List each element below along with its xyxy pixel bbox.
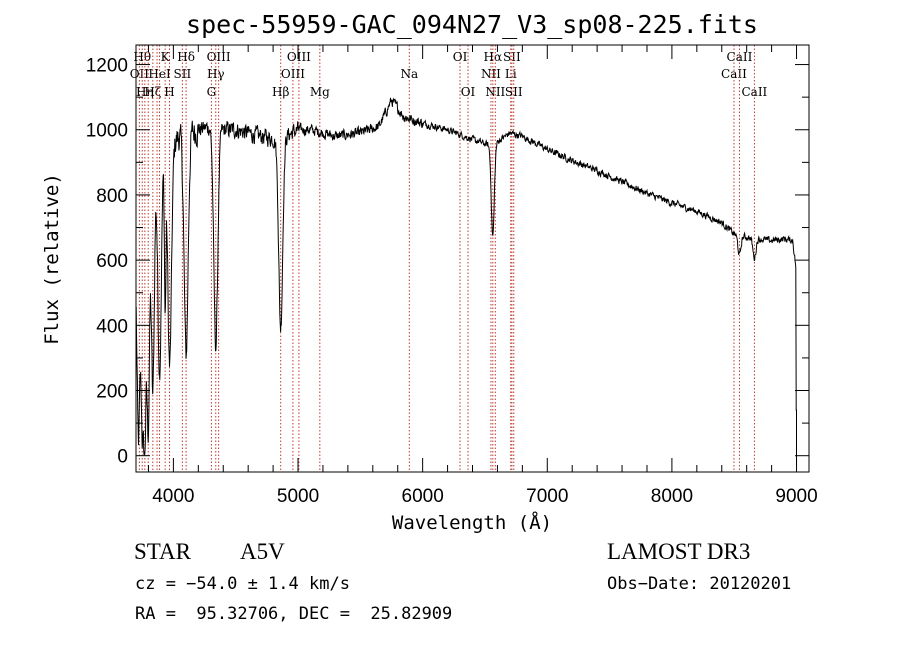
line-marker-label: HeI: [148, 67, 171, 81]
line-marker-label: Li: [505, 67, 517, 81]
line-marker-label: Hβ: [272, 85, 289, 99]
x-tick-label: 7000: [526, 486, 568, 507]
x-tick-label: 9000: [775, 486, 817, 507]
line-marker-label: OI: [461, 85, 476, 99]
x-tick-label: 6000: [402, 486, 444, 507]
y-tick-label: 1000: [86, 121, 128, 142]
object-subclass: A5V: [240, 539, 285, 564]
line-marker-label: OI: [453, 50, 468, 64]
line-marker-label: NII: [485, 85, 505, 99]
line-marker-label: H: [164, 85, 174, 99]
line-marker-label: Hη: [136, 85, 154, 99]
x-axis: 4000 5000 6000 7000 8000 9000: [147, 45, 818, 507]
line-marker-label: CaII: [721, 67, 747, 81]
obs-date: Obs−Date: 20120201: [607, 574, 792, 594]
chart-title: spec-55959-GAC_094N27_V3_sp08-225.fits: [186, 10, 758, 39]
line-marker-label: OIII: [207, 50, 231, 64]
y-tick-label: 0: [117, 447, 128, 468]
line-marker-label: SII: [174, 67, 192, 81]
line-marker-label: Hδ: [177, 50, 195, 64]
spectrum-line: [135, 97, 797, 466]
line-marker-label: Mg: [310, 85, 330, 99]
y-tick-label: 200: [96, 382, 128, 403]
line-marker-label: OII: [130, 67, 150, 81]
line-marker-label: SII: [505, 85, 523, 99]
line-marker-label: OIII: [281, 67, 305, 81]
line-marker-label: K: [161, 50, 171, 64]
object-class: STAR: [134, 539, 191, 564]
redshift-cz: cz = −54.0 ± 1.4 km/s: [135, 574, 350, 594]
y-axis-label: Flux (relative): [41, 173, 63, 345]
line-marker-label: G: [207, 85, 217, 99]
y-tick-label: 1200: [86, 56, 128, 77]
line-marker-label: NII: [481, 67, 501, 81]
x-tick-label: 8000: [651, 486, 693, 507]
line-marker-label: OIII: [287, 50, 311, 64]
x-tick-label: 4000: [152, 486, 194, 507]
line-marker-label: Na: [400, 67, 418, 81]
x-tick-label: 5000: [277, 486, 319, 507]
line-markers: OIIHθHηHζHeIKHSIIHδGHγOIIIHβOIIIOIIIMgNa…: [130, 45, 768, 472]
x-axis-label: Wavelength (Å): [392, 511, 552, 534]
line-marker-label: Hγ: [207, 67, 225, 81]
coordinates: RA = 95.32706, DEC = 25.82909: [135, 604, 453, 624]
line-marker-label: CaII: [741, 85, 767, 99]
y-tick-label: 400: [96, 316, 128, 337]
y-axis: 0 200 400 600 800 1000 1200: [86, 56, 809, 468]
survey-name: LAMOST DR3: [607, 539, 751, 564]
line-marker-label: SII: [503, 50, 521, 64]
y-tick-label: 800: [96, 186, 128, 207]
line-marker-label: Hθ: [133, 50, 151, 64]
line-marker-label: Hα: [484, 50, 503, 64]
plot-frame: [135, 44, 810, 473]
line-marker-label: CaII: [727, 50, 753, 64]
y-tick-label: 600: [96, 251, 128, 272]
